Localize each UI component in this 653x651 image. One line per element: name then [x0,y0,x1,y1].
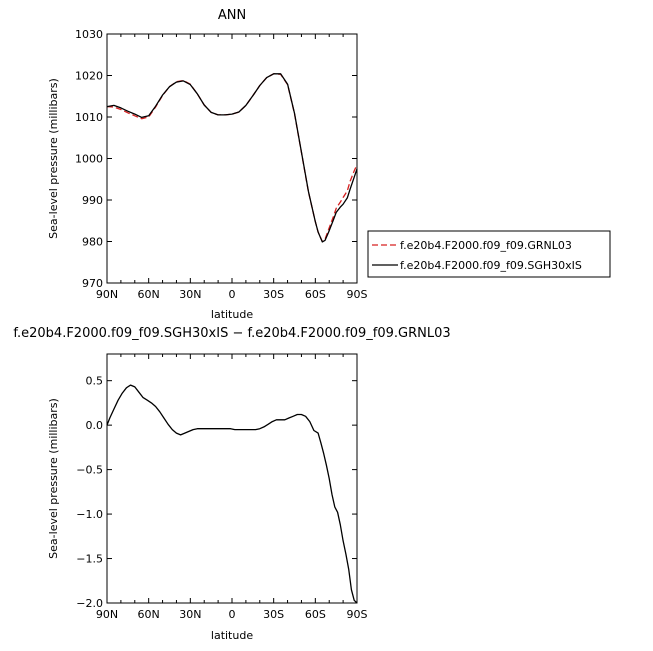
panel-1-x-tick-label: 90S [347,288,368,301]
panel-1-plot-frame [106,33,358,284]
panel-1-y-tick-label: 1030 [75,28,103,41]
panel-2-x-tick-label: 60N [138,608,160,621]
panel-2-title: f.e20b4.F2000.f09_f09.SGH30xIS − f.e20b4… [13,326,450,341]
panel-2-x-tick-label: 60S [305,608,326,621]
legend-entry-2: f.e20b4.F2000.f09_f09.SGH30xIS [400,259,582,272]
panel-1-x-tick-label: 30S [263,288,284,301]
panel-1-title: ANN [218,8,246,23]
panel-1-series-2-line [106,73,358,243]
panel-1-x-tick-label: 0 [229,288,236,301]
panel-2-y-tick-label: −1.0 [76,508,103,521]
panel-2-y-tick-label: −2.0 [76,597,103,610]
panel-1-y-tick-label: 1000 [75,153,103,166]
panel-1-y-tick-label: 990 [82,194,103,207]
panel-1-y-tick-label: 1010 [75,111,103,124]
panel-2-y-tick-label: 0.5 [86,375,104,388]
panel-2-x-tick-label: 90S [347,608,368,621]
panel-2-plot-frame [106,353,358,604]
legend-box [367,230,611,278]
panel-2-y-tick-label: −1.5 [76,553,103,566]
panel-2-y-axis-label: Sea-level pressure (millibars) [47,398,60,559]
panel-1-y-tick-label: 970 [82,277,103,290]
panel-1-x-tick-label: 60N [138,288,160,301]
panel-1-y-axis-label: Sea-level pressure (millibars) [47,78,60,239]
panel-2-x-tick-label: 90N [96,608,118,621]
panel-1-y-tick-label: 980 [82,236,103,249]
panel-2-x-axis-label: latitude [211,629,253,642]
panel-1-x-tick-label: 90N [96,288,118,301]
panel-1-x-tick-label: 30N [179,288,201,301]
panel-2-y-tick-label: 0.0 [86,419,104,432]
legend-entry-1: f.e20b4.F2000.f09_f09.GRNL03 [400,239,572,252]
panel-1-series-1-line [106,73,358,243]
panel-2-x-tick-label: 30N [179,608,201,621]
panel-2-y-tick-label: −0.5 [76,464,103,477]
panel-2-series-1-line [106,384,358,604]
panel-1-x-axis-label: latitude [211,308,253,321]
panel-1-x-tick-label: 60S [305,288,326,301]
panel-2-x-tick-label: 0 [229,608,236,621]
panel-1-y-tick-label: 1020 [75,70,103,83]
panel-2-x-tick-label: 30S [263,608,284,621]
